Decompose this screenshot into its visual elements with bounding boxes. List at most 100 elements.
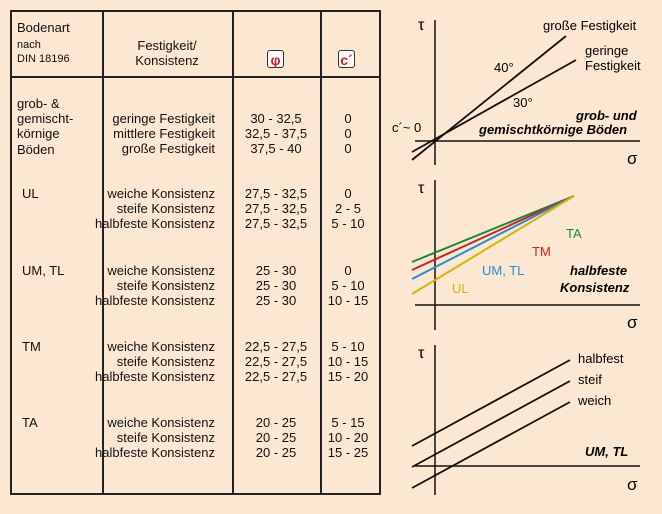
column-divider	[320, 12, 322, 493]
cohesion-value: 0	[344, 141, 352, 156]
cohesion-value: 15 - 25	[327, 445, 369, 460]
ul-line	[411, 195, 575, 295]
halbfest-label: halbfest	[578, 351, 624, 366]
soil-label: UL	[22, 186, 39, 201]
phi-value: 27,5 - 32,5	[244, 201, 308, 216]
phi-value: 25 - 30	[255, 278, 297, 293]
strength-label: große Festigkeit	[121, 141, 215, 156]
soil-label: gemischt-	[17, 111, 74, 126]
cohesion-symbol-box: c´	[338, 50, 355, 68]
steif-line	[411, 380, 571, 468]
tau-label: τ	[418, 17, 425, 34]
weich-label: weich	[577, 393, 611, 408]
weak-label-line1: geringe	[585, 43, 628, 58]
strength-label: weiche Konsistenz	[107, 263, 215, 278]
cohesion-value: 5 - 10	[331, 339, 365, 354]
steif-label: steif	[578, 372, 602, 387]
cohesion-value: 5 - 10	[331, 278, 365, 293]
strength-label: steife Konsistenz	[116, 354, 215, 369]
strength-label: mittlere Festigkeit	[113, 126, 215, 141]
diagram-coarse-soils: τ σ große Festigkeit geringe Festigkeit …	[392, 17, 641, 168]
header-strength-line2: Konsistenz	[135, 53, 199, 68]
cohesion-value: 5 - 10	[331, 216, 365, 231]
cohesion-zero-label: c´~ 0	[392, 120, 421, 135]
phi-value: 20 - 25	[255, 415, 297, 430]
cohesion-value: 0	[344, 263, 352, 278]
tm-line	[411, 195, 575, 271]
strength-label: steife Konsistenz	[116, 201, 215, 216]
weak-envelope-line	[411, 59, 577, 153]
cohesion-value: 0	[344, 126, 352, 141]
phi-value: 30 - 32,5	[250, 111, 302, 126]
cohesion-value: 10 - 15	[327, 354, 369, 369]
caption: UM, TL	[585, 444, 628, 459]
cohesion-value: 0	[344, 186, 352, 201]
sigma-label: σ	[627, 475, 638, 494]
phi-value: 22,5 - 27,5	[244, 339, 308, 354]
soil-label: körnige	[17, 126, 60, 141]
strength-label: weiche Konsistenz	[107, 186, 215, 201]
diagram-um-tl: τ σ halbfest steif weich UM, TL	[411, 345, 640, 495]
header-strength-line1: Festigkeit/	[137, 38, 197, 53]
strong-envelope-line	[411, 35, 567, 161]
angle-40-label: 40°	[494, 60, 514, 75]
soil-label: TA	[22, 415, 38, 430]
strength-label: halbfeste Konsistenz	[95, 216, 215, 231]
caption-line2: gemischtkörnige Böden	[478, 122, 627, 137]
strength-label: weiche Konsistenz	[107, 339, 215, 354]
phi-value: 27,5 - 32,5	[244, 186, 308, 201]
caption-line1: grob- und	[575, 108, 638, 123]
weich-line	[411, 401, 571, 489]
soil-label: Böden	[17, 142, 55, 157]
phi-symbol-box: φ	[267, 50, 284, 68]
header-soil-norm: DIN 18196	[17, 53, 70, 65]
phi-value: 25 - 30	[255, 293, 297, 308]
tm-label: TM	[532, 244, 551, 259]
cohesion-value: 0	[344, 111, 352, 126]
header-soil-sub: nach	[17, 39, 41, 51]
soil-parameter-table: Bodenart nach DIN 18196 Festigkeit/ Kons…	[10, 10, 381, 495]
diagram-semi-solid: τ σ TA TM UM, TL UL halbfeste Konsistenz	[411, 180, 640, 332]
soil-label: UM, TL	[22, 263, 65, 278]
cohesion-value: 5 - 15	[331, 415, 365, 430]
angle-30-label: 30°	[513, 95, 533, 110]
column-divider	[102, 12, 104, 493]
caption-line1: halbfeste	[570, 263, 627, 278]
halbfest-line	[411, 359, 571, 447]
strength-label: halbfeste Konsistenz	[95, 293, 215, 308]
strong-label: große Festigkeit	[543, 18, 637, 33]
ul-label: UL	[452, 281, 469, 296]
strength-label: halbfeste Konsistenz	[95, 369, 215, 384]
strength-label: steife Konsistenz	[116, 278, 215, 293]
phi-value: 25 - 30	[255, 263, 297, 278]
strength-label: geringe Festigkeit	[112, 111, 215, 126]
phi-value: 32,5 - 37,5	[244, 126, 308, 141]
cohesion-value: 2 - 5	[334, 201, 361, 216]
umtl-label: UM, TL	[482, 263, 524, 278]
phi-value: 20 - 25	[255, 430, 297, 445]
umtl-line	[411, 195, 575, 280]
header-divider	[12, 76, 379, 78]
cohesion-value: 10 - 20	[327, 430, 369, 445]
cohesion-value: 10 - 15	[327, 293, 369, 308]
strength-label: halbfeste Konsistenz	[95, 445, 215, 460]
ta-line	[411, 195, 575, 263]
sigma-label: σ	[627, 313, 638, 332]
phi-value: 22,5 - 27,5	[244, 354, 308, 369]
phi-value: 27,5 - 32,5	[244, 216, 308, 231]
tau-label: τ	[418, 345, 425, 362]
caption-line2: Konsistenz	[560, 280, 630, 295]
phi-value: 20 - 25	[255, 445, 297, 460]
phi-value: 37,5 - 40	[250, 141, 302, 156]
strength-label: weiche Konsistenz	[107, 415, 215, 430]
phi-value: 22,5 - 27,5	[244, 369, 308, 384]
strength-label: steife Konsistenz	[116, 430, 215, 445]
column-divider	[232, 12, 234, 493]
cohesion-value: 15 - 20	[327, 369, 369, 384]
soil-label: grob- &	[17, 96, 60, 111]
sigma-label: σ	[627, 149, 638, 168]
tau-label: τ	[418, 180, 425, 197]
weak-label-line2: Festigkeit	[585, 58, 641, 73]
header-soil-title: Bodenart	[17, 20, 70, 35]
